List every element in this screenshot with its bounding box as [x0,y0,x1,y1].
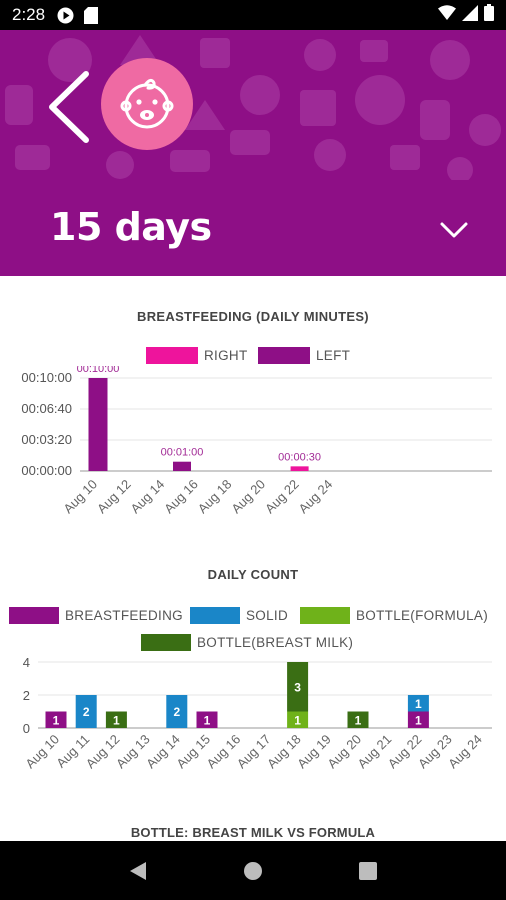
battery-icon [484,4,494,26]
data-label: 1 [53,713,60,727]
bar-left [173,461,191,471]
bottle-chart-title: BOTTLE: BREAST MILK VS FORMULA [130,825,376,840]
x-tick-label: Aug 24 [445,732,485,772]
x-tick-label: Aug 14 [128,477,168,517]
x-tick-label: Aug 10 [22,732,62,772]
data-label: 1 [415,713,422,727]
bar-breastfeeding [407,711,429,728]
sd-card-icon [82,6,99,24]
legend-solid: SOLID [190,607,288,624]
data-label: 00:00:30 [278,451,321,463]
y-tick-label: 00:06:40 [21,401,72,416]
nav-back-button[interactable] [118,851,158,891]
legend-breastfeeding-swatch [9,607,59,624]
play-protect-icon [57,7,74,24]
bar-solid [75,695,97,728]
data-label: 2 [83,705,90,719]
data-label: 1 [204,713,211,727]
bar-breastfeeding [45,711,67,728]
legend-left: LEFT [258,347,350,364]
y-tick-label: 00:00:00 [21,463,72,478]
data-label: 1 [415,697,422,711]
bar-left [88,378,108,471]
status-bar: 2:28 [0,0,506,30]
data-label: 1 [113,713,120,727]
nav-home-button[interactable] [233,851,273,891]
data-label: 00:01:00 [161,447,204,459]
legend-bottle-formula-label: BOTTLE(FORMULA) [356,608,489,623]
daily-count-chart-title: DAILY COUNT [207,567,299,582]
baby-avatar[interactable] [101,58,193,150]
y-tick-label: 4 [23,655,30,670]
x-tick-label: Aug 12 [94,477,134,517]
nav-back-icon [129,861,146,880]
nav-home-icon [243,861,262,880]
legend-bottle-breast-milk-label: BOTTLE(BREAST MILK) [197,635,354,650]
legend-bottle-breast-milk: BOTTLE(BREAST MILK) [141,634,353,651]
data-label: 1 [294,713,301,727]
breastfeeding-chart: 00:00:00 00:03:20 00:06:40 00:10:00 00:10:00… [21,366,492,517]
y-tick-label: 00:10:00 [21,370,72,385]
legend-breastfeeding-label: BREASTFEEDING [65,608,183,623]
x-tick-label: Aug 24 [296,477,336,517]
bar-bottle-formula [287,711,309,728]
period-dropdown-button[interactable] [436,215,472,245]
navigation-bar [0,841,506,900]
baby-face-icon [120,78,174,129]
x-tick-label: Aug 20 [228,477,268,517]
legend-solid-label: SOLID [246,608,289,623]
bar-bottle-breast-milk [347,711,369,728]
legend-breastfeeding: BREASTFEEDING [9,607,183,624]
nav-recents-button[interactable] [348,851,388,891]
wifi-icon [438,5,456,25]
legend-left-label: LEFT [316,348,351,363]
back-chevron-icon [49,71,89,143]
back-button[interactable] [44,70,94,144]
bar-solid [407,695,429,712]
data-label: 1 [355,713,362,727]
data-label: 3 [294,680,301,694]
legend-bottle-formula-swatch [300,607,350,624]
x-tick-label: Aug 22 [262,477,302,517]
signal-icon [462,4,478,26]
legend-solid-swatch [190,607,240,624]
bar-breastfeeding [196,711,218,728]
legend-bottle-breast-milk-swatch [141,634,191,651]
legend-right: RIGHT [146,347,248,364]
legend-right-swatch [146,347,198,364]
period-title[interactable]: 15 days [50,205,212,249]
data-label: 00:10:00 [77,366,120,375]
app-header: 15 days [0,30,506,276]
bar-bottle-breast-milk [287,662,309,712]
breastfeeding-chart-title: BREASTFEEDING (DAILY MINUTES) [137,309,369,324]
x-tick-label: Aug 10 [60,477,100,517]
y-tick-label: 0 [23,721,30,736]
legend-bottle-formula: BOTTLE(FORMULA) [300,607,488,624]
baby-pattern-background [5,35,501,180]
data-label: 2 [173,705,180,719]
x-tick-label: Aug 18 [195,477,235,517]
nav-recents-icon [359,861,378,880]
status-time: 2:28 [12,5,46,24]
chevron-down-icon [440,222,468,238]
y-tick-label: 2 [23,688,30,703]
bar-solid [166,695,188,728]
bar-bottle-breast-milk [105,711,127,728]
bar-right [290,466,309,471]
y-tick-label: 00:03:20 [21,432,72,447]
legend-right-label: RIGHT [204,348,248,363]
x-tick-label: Aug 16 [161,477,201,517]
charts-scroll-area[interactable]: BREASTFEEDING (DAILY MINUTES) RIGHT LEFT… [0,276,506,841]
legend-left-swatch [258,347,310,364]
